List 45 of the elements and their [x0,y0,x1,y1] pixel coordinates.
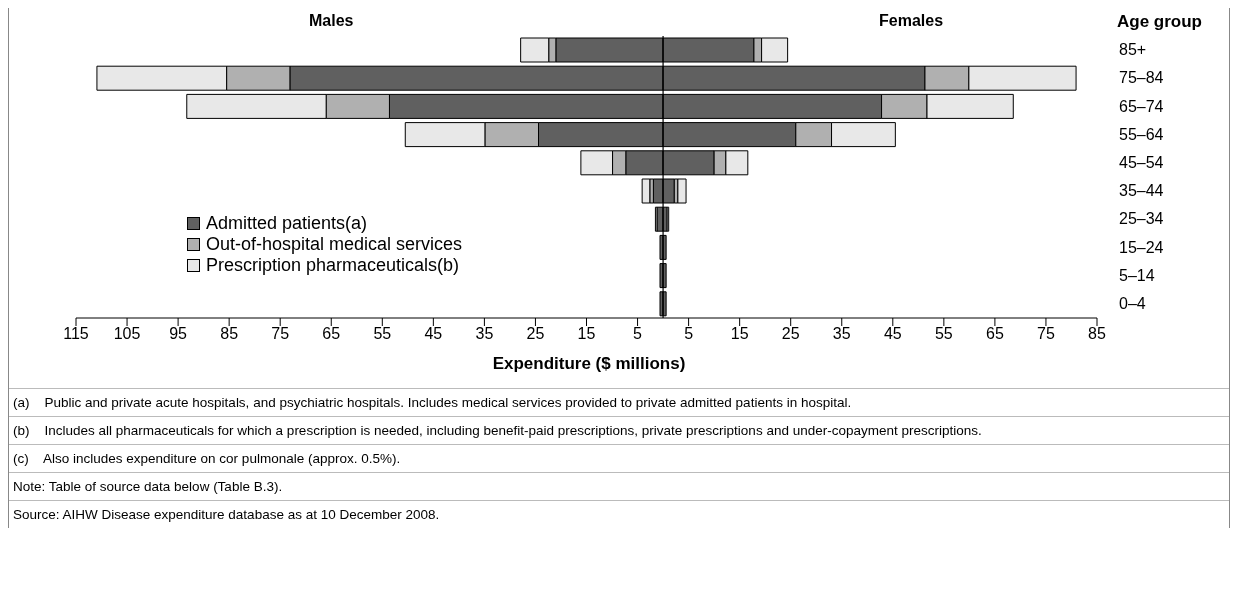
y-tick-label: 5–14 [1119,266,1155,284]
bar [641,178,651,204]
y-tick-label: 0–4 [1119,294,1146,312]
text: Females [879,12,944,30]
y-tick-label: 25–34 [1119,210,1164,228]
x-tick-label: 35 [475,325,494,343]
text: (b) Includes all pharmaceuticals for which a prescription is needed, including benefit-paid prescriptions, private prescriptions and under-copayment prescriptions. [9,416,1229,444]
x-tick-label: 75 [1037,325,1055,343]
y-tick-label: 75–84 [1119,69,1164,87]
y-axis-title: Age group [1117,12,1202,32]
x-tick-label: 115 [63,325,89,343]
x-tick-label: 65 [986,325,1004,343]
x-tick-label: 15 [730,325,749,343]
y-tick-label: 35–44 [1119,182,1164,200]
bar [677,178,687,204]
x-tick-label: 55 [373,325,392,343]
source-note: Source: AIHW Disease expenditure database as at 10 December 2008. [9,500,1229,528]
x-tick-label: 55 [934,325,953,343]
x-tick-label: 95 [169,325,188,343]
y-tick-label: 85+ [1119,41,1147,59]
x-tick-label: 45 [424,325,443,343]
text: Note: Table of source data below (Table B.3). [9,472,1229,500]
y-tick-label: 15–24 [1119,238,1164,256]
x-tick-label: 105 [113,325,141,343]
x-tick-label: 85 [220,325,239,343]
x-tick-label: 75 [271,325,290,343]
x-tick-label: 25 [781,325,800,343]
legend-label: Admitted patients(a) [206,213,368,234]
legend-label: Prescription pharmaceuticals(b) [206,255,460,276]
text: Males [309,12,354,30]
x-tick-label: 15 [577,325,596,343]
legend-label: Out-of-hospital medical services [206,234,463,255]
x-tick-label: 45 [883,325,902,343]
x-tick-label: 85 [1088,325,1106,343]
x-tick-label: 25 [526,325,545,343]
y-tick-label: 45–54 [1119,153,1164,171]
y-tick-label: 55–64 [1119,125,1164,143]
x-tick-label: 5 [684,325,694,343]
text: (c) Also includes expenditure on cor pulmonale (approx. 0.5%). [9,444,1229,472]
x-axis-title: Expenditure ($ millions) [491,354,687,374]
y-tick-label: 65–74 [1119,97,1164,115]
x-tick-label: 65 [322,325,341,343]
x-tick-label: 5 [633,325,643,343]
x-tick-label: 35 [832,325,851,343]
text: (a) Public and private acute hospitals, and psychiatric hospitals. Includes medical services provided to private admitted patients in hospital. [9,388,1229,416]
